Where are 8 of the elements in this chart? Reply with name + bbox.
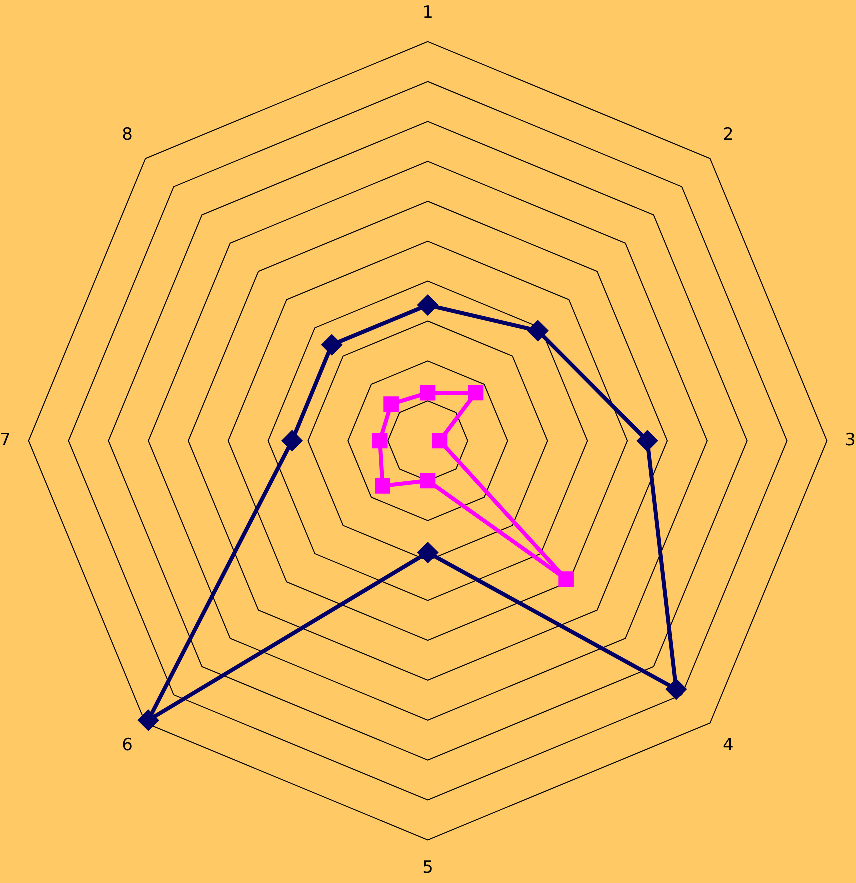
- spoke-label: 8: [122, 125, 134, 146]
- spoke-label: 2: [722, 125, 734, 146]
- spoke-label: 4: [722, 736, 734, 756]
- spoke-label: 1: [422, 3, 434, 24]
- spoke-label: 3: [845, 430, 856, 450]
- spoke-label: 7: [0, 430, 11, 450]
- spoke-label: 5: [422, 858, 434, 878]
- spoke-label: 6: [122, 736, 134, 756]
